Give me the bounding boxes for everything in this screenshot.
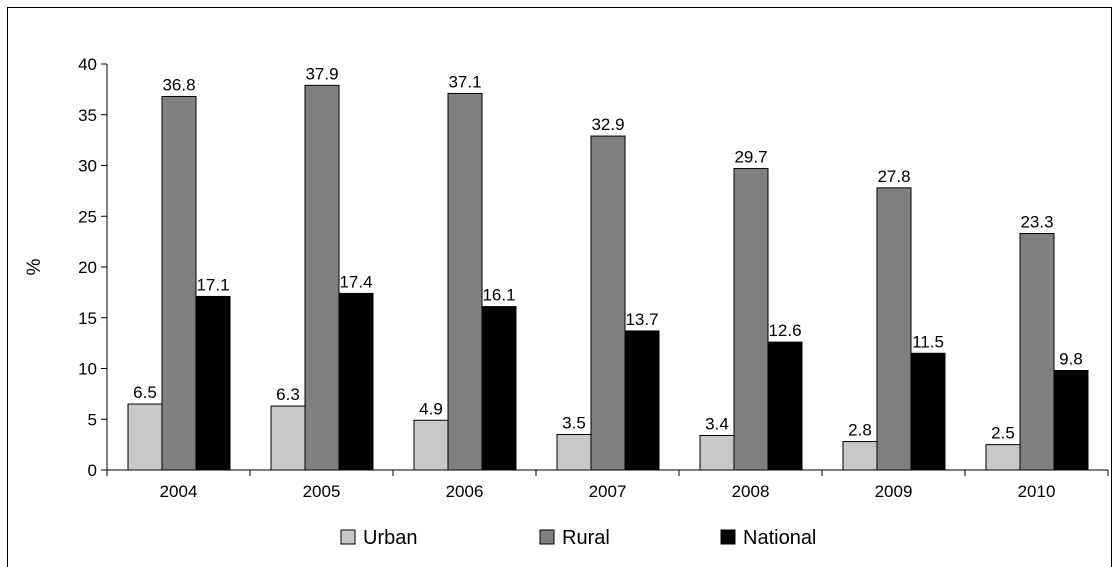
- bar-national: [767, 341, 803, 471]
- y-tick-label: 15: [78, 309, 97, 328]
- legend-label-national: National: [743, 527, 816, 549]
- bar-rural: [447, 92, 483, 471]
- data-label: 6.3: [276, 385, 300, 404]
- data-label: 2.8: [848, 421, 872, 440]
- y-tick-label: 35: [78, 106, 97, 125]
- bar-rural: [1019, 233, 1055, 471]
- data-label: 17.1: [196, 275, 229, 294]
- data-label: 3.4: [705, 414, 729, 433]
- y-tick-label: 25: [78, 207, 97, 226]
- legend-swatch-urban: [340, 529, 356, 545]
- bar-national: [624, 330, 660, 471]
- data-label: 3.5: [562, 413, 586, 432]
- data-label: 13.7: [625, 310, 658, 329]
- data-label: 6.5: [133, 383, 157, 402]
- bar-national: [910, 352, 946, 471]
- data-label: 16.1: [482, 286, 515, 305]
- x-tick-label: 2004: [160, 482, 198, 501]
- legend-label-urban: Urban: [363, 527, 417, 549]
- bar-rural: [733, 168, 769, 471]
- bar-rural: [304, 84, 340, 471]
- bar-urban: [842, 441, 878, 471]
- data-label: 2.5: [991, 424, 1015, 443]
- data-label: 4.9: [419, 399, 443, 418]
- chart-frame: [7, 7, 1112, 567]
- data-label: 36.8: [162, 75, 195, 94]
- data-label: 12.6: [768, 321, 801, 340]
- legend-swatch-rural: [539, 529, 555, 545]
- bar-urban: [127, 403, 163, 471]
- y-tick-label: 10: [78, 360, 97, 379]
- bar-national: [195, 295, 231, 471]
- bar-rural: [590, 135, 626, 471]
- data-label: 37.1: [448, 72, 481, 91]
- y-tick-label: 0: [88, 461, 97, 480]
- legend-label-rural: Rural: [562, 527, 610, 549]
- x-tick-label: 2006: [446, 482, 484, 501]
- bar-rural: [161, 95, 197, 471]
- bar-urban: [699, 434, 735, 471]
- data-label: 37.9: [305, 64, 338, 83]
- y-tick-label: 40: [78, 55, 97, 74]
- legend-swatch-national: [720, 529, 736, 545]
- data-label: 11.5: [912, 332, 944, 351]
- x-tick-label: 2005: [303, 482, 341, 501]
- bar-urban: [985, 444, 1021, 471]
- bar-national: [1053, 370, 1089, 471]
- bar-national: [338, 292, 374, 471]
- data-label: 9.8: [1059, 350, 1083, 369]
- bar-national: [481, 306, 517, 471]
- bar-urban: [270, 405, 306, 471]
- data-label: 29.7: [734, 148, 767, 167]
- bar-urban: [556, 433, 592, 471]
- y-tick-label: 30: [78, 157, 97, 176]
- data-label: 27.8: [877, 167, 910, 186]
- x-tick-label: 2009: [875, 482, 913, 501]
- bar-urban: [413, 419, 449, 471]
- y-tick-label: 5: [88, 410, 97, 429]
- bar-rural: [876, 187, 912, 471]
- data-label: 23.3: [1020, 213, 1053, 232]
- x-tick-label: 2007: [589, 482, 627, 501]
- x-tick-label: 2008: [732, 482, 770, 501]
- x-tick-label: 2010: [1018, 482, 1056, 501]
- y-tick-label: 20: [78, 258, 97, 277]
- data-label: 17.4: [339, 272, 372, 291]
- data-label: 32.9: [591, 115, 624, 134]
- y-axis-title: %: [24, 258, 45, 275]
